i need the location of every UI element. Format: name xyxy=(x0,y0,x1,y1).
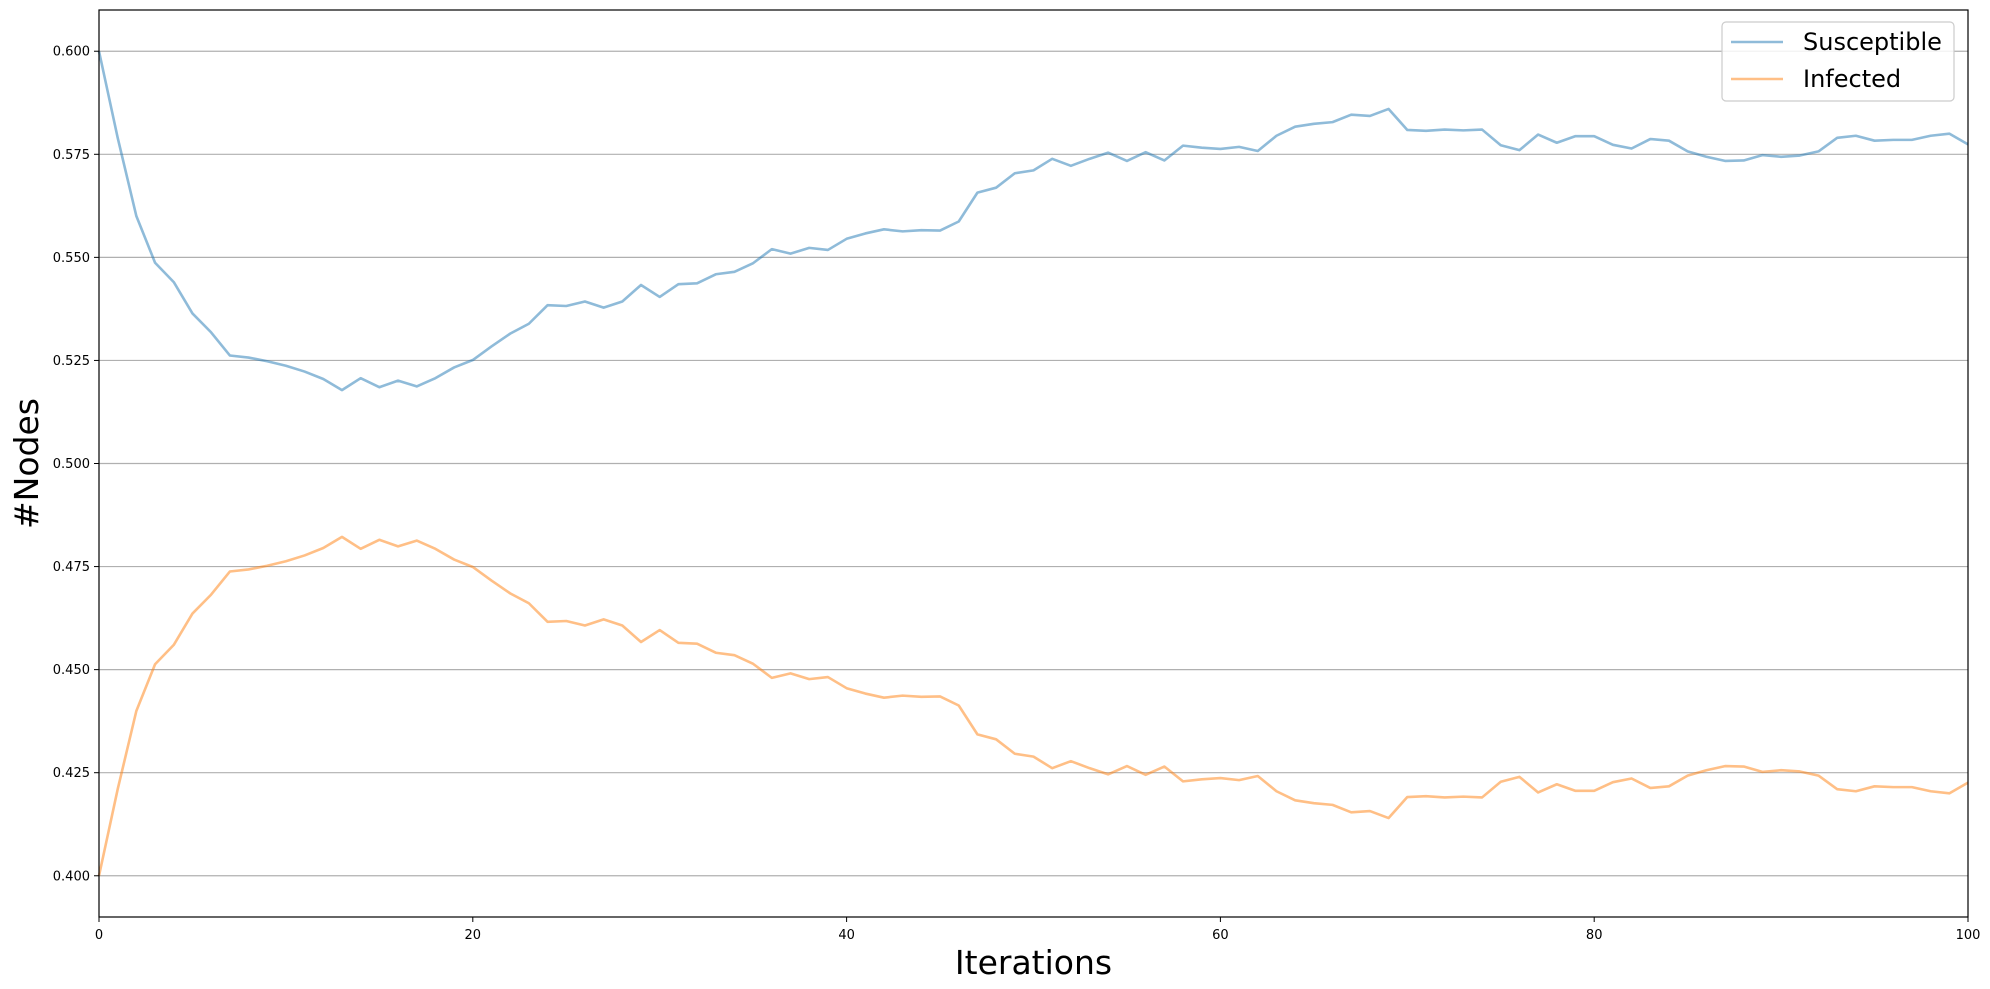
x-axis-label: Iterations xyxy=(955,943,1112,982)
x-tick-label: 100 xyxy=(1956,928,1981,943)
grid-lines xyxy=(99,50,1968,877)
y-tick-label: 0.450 xyxy=(53,663,90,678)
legend: Susceptible Infected xyxy=(1721,21,1955,102)
x-tick-label: 0 xyxy=(95,928,103,943)
y-tick-label: 0.500 xyxy=(53,457,90,472)
y-tick-label: 0.475 xyxy=(53,560,90,575)
x-tick-label: 60 xyxy=(1212,928,1229,943)
y-axis-ticks: 0.400 0.425 0.450 0.475 0.500 0.525 0.550 0.575… xyxy=(53,45,99,884)
legend-label-susceptible: Susceptible xyxy=(1803,28,1942,56)
series-lines xyxy=(97,50,1969,877)
y-axis-label: #Nodes xyxy=(7,398,46,529)
y-tick-label: 0.550 xyxy=(53,251,90,266)
legend-label-infected: Infected xyxy=(1803,65,1901,93)
y-tick-label: 0.600 xyxy=(53,45,90,60)
series-line-susceptible xyxy=(97,50,1969,392)
x-axis-ticks: 0 20 40 60 80 100 xyxy=(95,917,1981,943)
y-tick-label: 0.525 xyxy=(53,354,90,369)
y-tick-label: 0.400 xyxy=(53,869,90,884)
x-tick-label: 80 xyxy=(1586,928,1603,943)
x-tick-label: 20 xyxy=(465,928,482,943)
y-tick-label: 0.425 xyxy=(53,766,90,781)
series-line-infected xyxy=(97,535,1969,877)
x-tick-label: 40 xyxy=(838,928,855,943)
y-tick-label: 0.575 xyxy=(53,148,90,163)
